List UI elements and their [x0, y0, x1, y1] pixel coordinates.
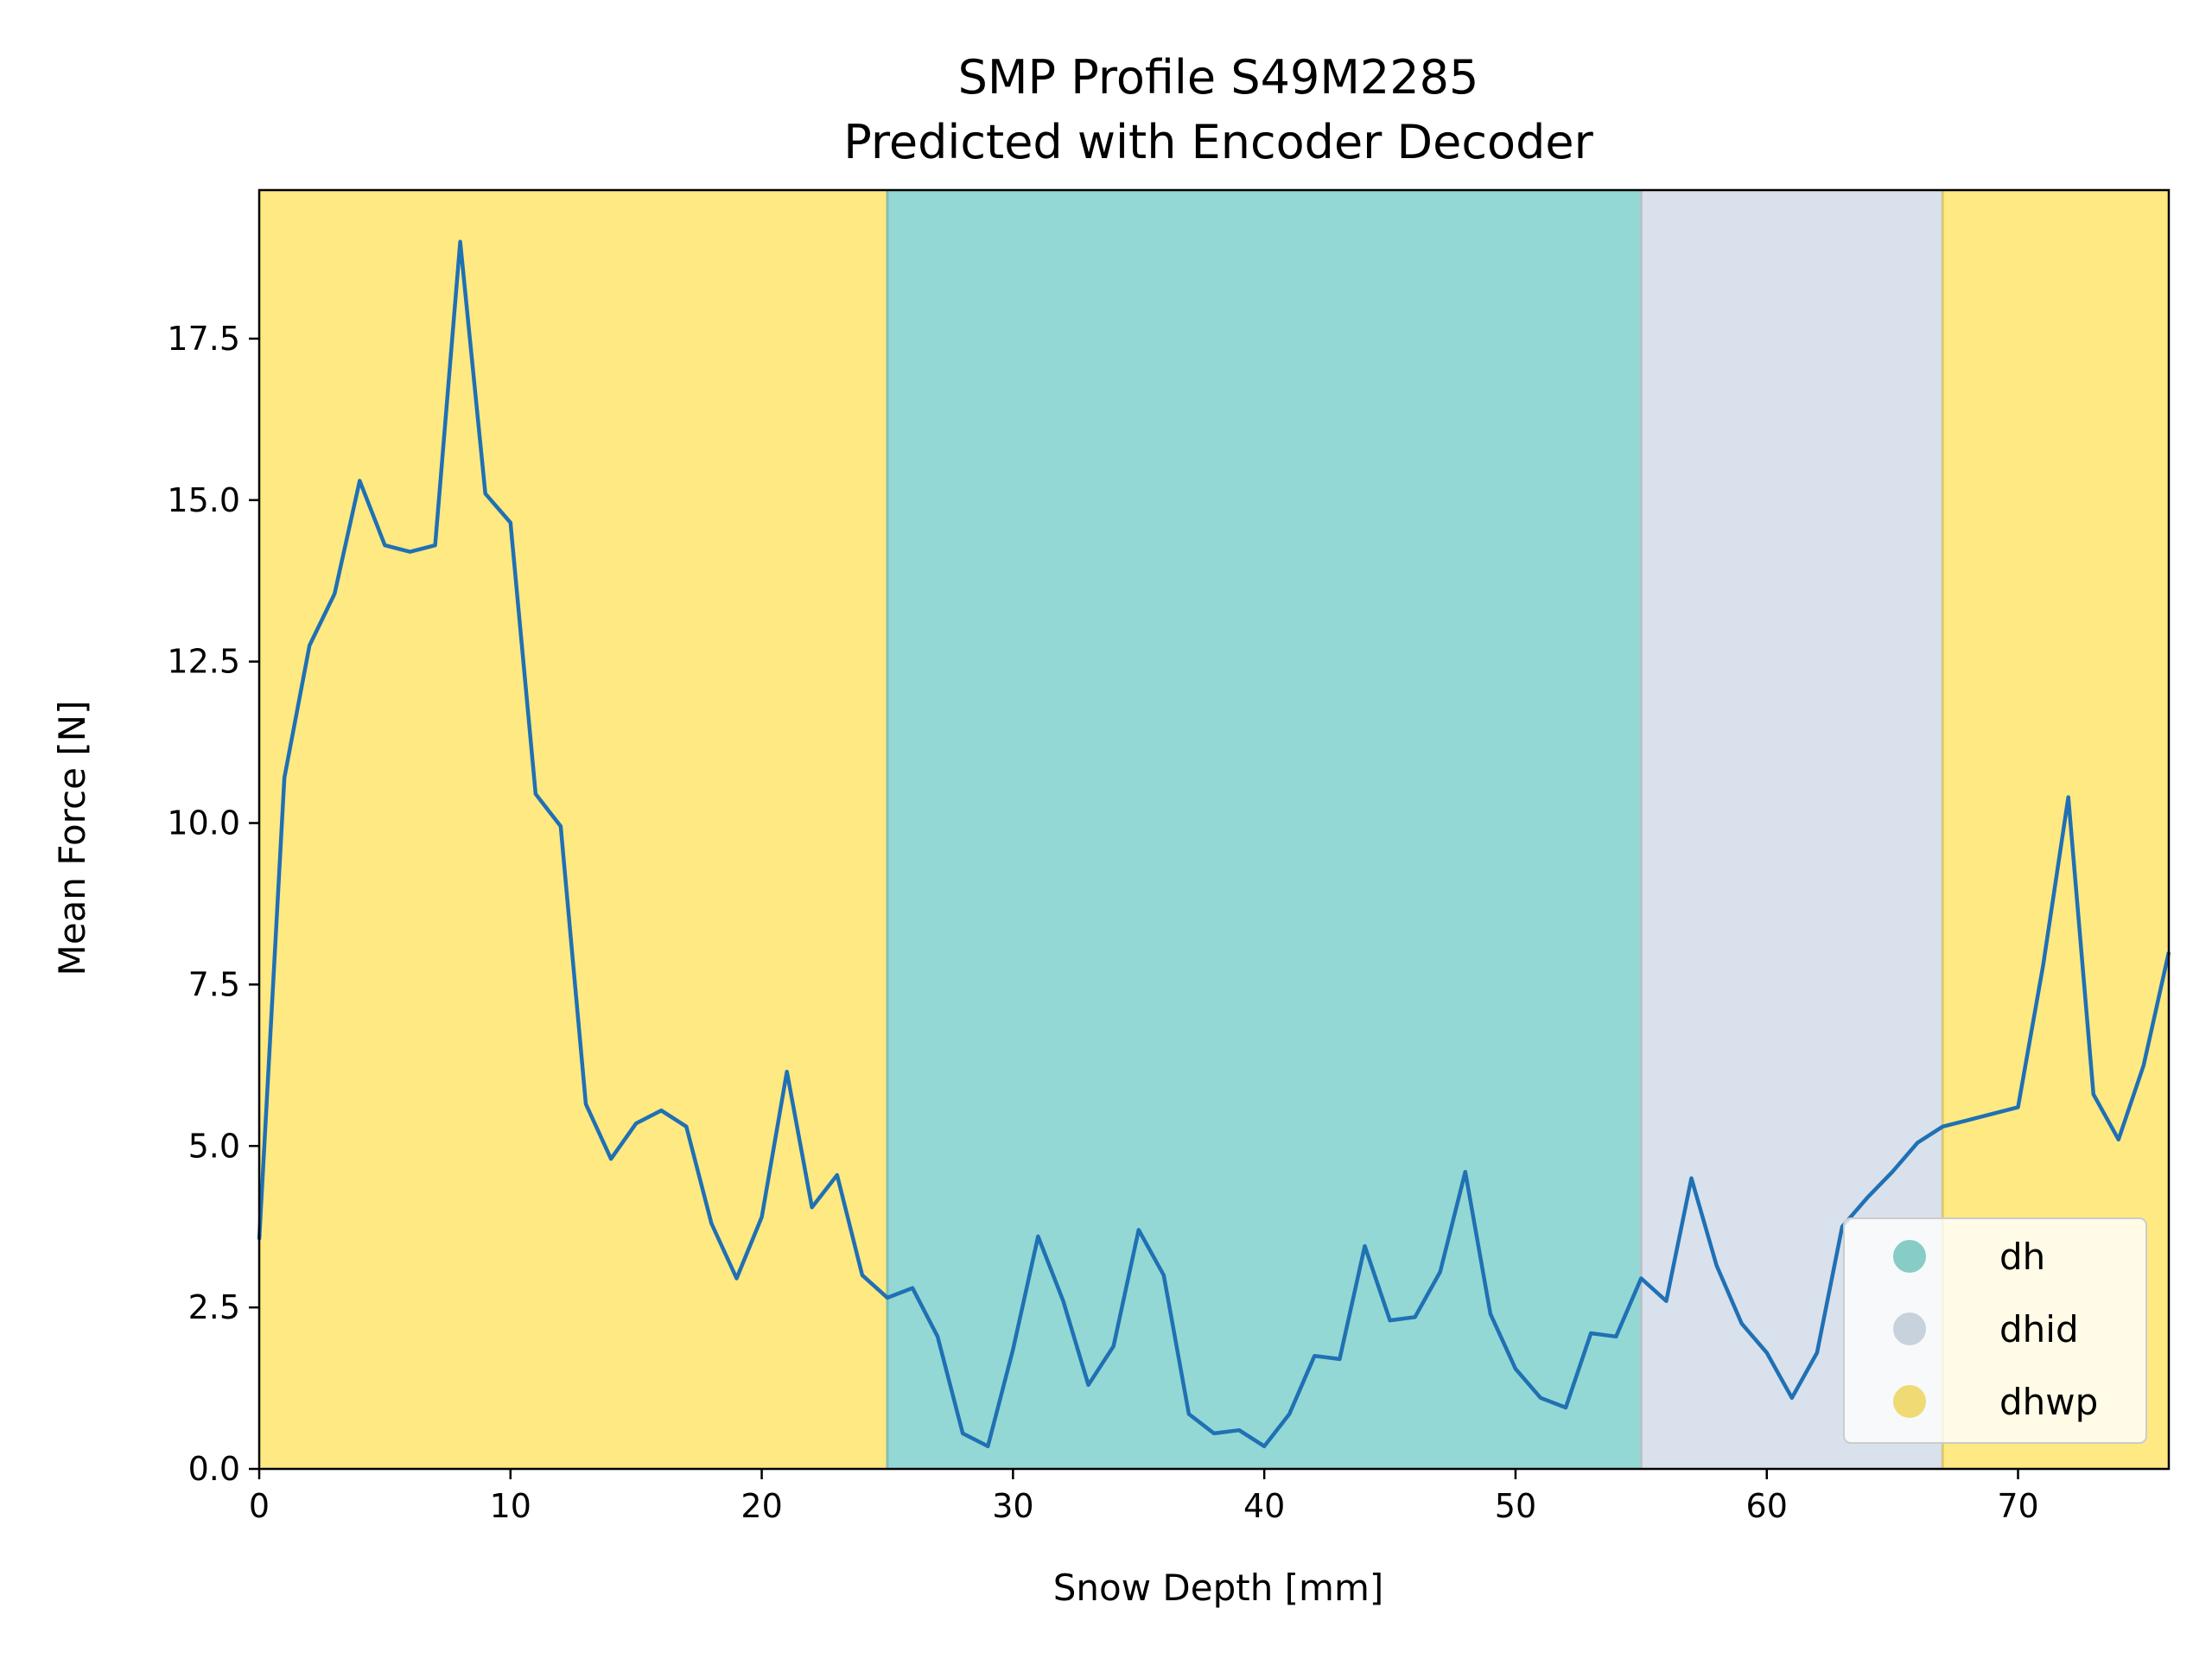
- y-tick-label: 15.0: [167, 481, 240, 519]
- legend: dh dhid dhwp: [1843, 1217, 2147, 1444]
- y-tick-label: 17.5: [167, 320, 240, 358]
- region-dh-1: [887, 190, 1642, 1469]
- y-tick-label: 2.5: [188, 1288, 240, 1326]
- x-tick-label: 20: [741, 1487, 782, 1525]
- legend-marker-dhid: [1893, 1313, 1926, 1345]
- x-tick-label: 30: [992, 1487, 1033, 1525]
- region-dhwp-0: [259, 190, 887, 1469]
- plot-frame: [257, 188, 2171, 1471]
- x-tick-label: 10: [490, 1487, 531, 1525]
- x-tick-label: 0: [249, 1487, 270, 1525]
- x-tick-label: 70: [1997, 1487, 2038, 1525]
- legend-label-dh: dh: [1999, 1236, 2045, 1278]
- series-line-layer: [257, 239, 2171, 1449]
- legend-box: [1843, 1217, 2147, 1444]
- legend-label-dhwp: dhwp: [1999, 1381, 2098, 1423]
- y-tick-label: 0.0: [188, 1450, 240, 1488]
- x-tick-label: 40: [1243, 1487, 1285, 1525]
- chart-title: SMP Profile S49M2285: [958, 50, 1479, 105]
- y-axis-label: Mean Force [N]: [51, 701, 93, 976]
- legend-label-dhid: dhid: [1999, 1308, 2079, 1351]
- axis-ticks: 0 10 20 30 40 50 60 70 0.0 2.5 5.0 7.5 10.0 12.5 15.0 1…: [167, 320, 2038, 1525]
- y-tick-label: 7.5: [188, 965, 240, 1003]
- chart-subtitle: Predicted with Encoder Decoder: [843, 115, 1593, 169]
- legend-marker-dh: [1893, 1240, 1926, 1273]
- legend-marker-dhwp: [1893, 1385, 1926, 1418]
- y-tick-label: 5.0: [188, 1127, 240, 1165]
- series-line-0: [257, 239, 2171, 1449]
- y-tick-label: 10.0: [167, 804, 240, 842]
- x-tick-label: 50: [1495, 1487, 1536, 1525]
- y-tick-label: 12.5: [167, 643, 240, 681]
- x-axis-label: Snow Depth [mm]: [1053, 1567, 1384, 1609]
- region-backgrounds: [259, 190, 2169, 1469]
- x-tick-label: 60: [1746, 1487, 1788, 1525]
